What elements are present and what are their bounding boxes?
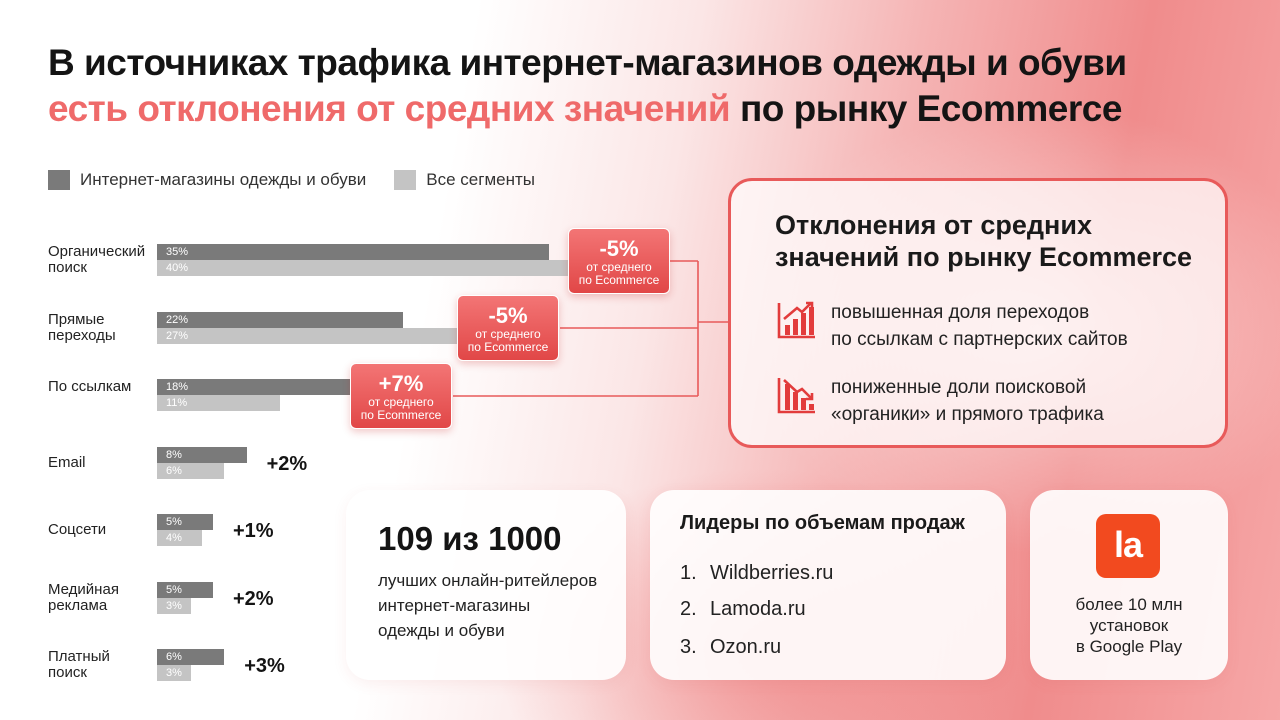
delta-label-5: +1%: [233, 520, 274, 542]
page-title: В источниках трафика интернет-магазинов …: [48, 40, 1127, 132]
leader-item-2: 2. Lamoda.ru: [680, 598, 806, 621]
deviation-item-down-line-1: пониженные доли поисковой: [831, 377, 1087, 398]
bar-value-all-7: 3%: [166, 667, 182, 679]
deviation-item-down: пониженные доли поисковой «органики» и п…: [775, 374, 1104, 428]
category-label-3: По ссылкам: [48, 378, 132, 395]
bar-clothing-3: [157, 379, 359, 395]
leader-name-1: Wildberries.ru: [710, 562, 834, 584]
callout-links-caption-1: от среднего: [368, 395, 434, 409]
category-label-6: Медийная реклама: [48, 580, 119, 614]
app-installs-line-2: установок: [1089, 616, 1169, 635]
leader-item-3: 3. Ozon.ru: [680, 636, 781, 659]
deviation-panel: Отклонения от средних значений по рынку …: [728, 178, 1228, 448]
deviation-item-up-text: повышенная доля переходов по ссылкам с п…: [831, 299, 1128, 353]
leader-name-3: Ozon.ru: [710, 636, 782, 658]
legend-label-all: Все сегменты: [426, 170, 535, 189]
bar-value-clothing-1: 35%: [166, 246, 189, 258]
legend-label-clothing: Интернет-магазины одежды и обуви: [80, 170, 367, 189]
title-highlight: есть отклонения от средних значений: [48, 88, 731, 129]
callout-organic: -5% от среднего по Ecommerce: [568, 228, 670, 294]
deviation-item-down-line-2: «органики» и прямого трафика: [831, 404, 1104, 425]
leader-num-2: 2.: [680, 598, 697, 620]
bar-value-clothing-7: 6%: [166, 651, 182, 663]
title-line-1: В источниках трафика интернет-магазинов …: [48, 42, 1127, 83]
callout-organic-value: -5%: [599, 236, 639, 261]
callout-direct-caption-1: от среднего: [475, 327, 541, 341]
leader-item-1: 1. Wildberries.ru: [680, 562, 833, 585]
deviation-panel-title: Отклонения от средних значений по рынку …: [775, 210, 1193, 272]
category-label-1: Органический поиск: [48, 243, 146, 276]
legend-item-all: Все сегменты: [394, 170, 535, 190]
deviation-item-up-line-1: повышенная доля переходов: [831, 302, 1090, 323]
deviation-item-down-text: пониженные доли поисковой «органики» и п…: [831, 374, 1104, 428]
bar-clothing-2: [157, 311, 404, 328]
bar-all-5: [157, 530, 202, 546]
app-installs-line-3: в Google Play: [1075, 637, 1183, 656]
rank-description-line-2: интернет-магазины: [378, 596, 531, 615]
bar-all-1: [157, 260, 605, 276]
leader-name-2: Lamoda.ru: [710, 598, 806, 620]
bar-value-all-6: 3%: [166, 599, 182, 612]
legend-swatch-clothing: [48, 170, 70, 190]
rank-description-line-3: одежды и обуви: [378, 621, 505, 640]
bar-value-all-4: 6%: [166, 464, 182, 477]
bar-value-all-3: 11%: [166, 397, 188, 409]
chart-down-icon: [777, 378, 815, 414]
delta-label-6: +2%: [233, 587, 274, 610]
callout-links-value: +7%: [378, 371, 424, 396]
category-label-7: Платный поиск: [48, 648, 110, 681]
bar-all-2: [157, 327, 460, 344]
leader-num-1: 1.: [680, 562, 697, 584]
bar-value-clothing-2: 22%: [166, 313, 189, 326]
bar-clothing-4: [157, 446, 247, 463]
callout-direct-caption-2: по Ecommerce: [467, 340, 549, 354]
legend-swatch-all: [394, 170, 417, 190]
bar-all-3: [157, 395, 281, 411]
bar-value-all-2: 27%: [166, 329, 189, 342]
deviation-item-up-line-2: по ссылкам с партнерских сайтов: [831, 329, 1128, 350]
bar-all-6: [157, 597, 191, 614]
category-label-5: Соцсети: [48, 521, 107, 538]
rank-card: 109 из 1000 лучших онлайн-ритейлеров инт…: [346, 490, 626, 680]
callout-links-caption-2: по Ecommerce: [360, 408, 442, 422]
leaders-card: Лидеры по объемам продаж 1. Wildberries.r…: [650, 490, 1006, 680]
leaders-title: Лидеры по объемам продаж: [680, 512, 965, 534]
bar-value-all-1: 40%: [166, 262, 189, 274]
chart-legend: Интернет-магазины одежды и обуви Все сег…: [48, 170, 563, 190]
delta-label-4: +2%: [266, 452, 308, 475]
bar-clothing-7: [157, 649, 225, 665]
callout-direct-value: -5%: [488, 303, 528, 328]
bar-all-4: [157, 462, 225, 479]
bar-clothing-1: [157, 244, 549, 260]
app-card: la более 10 млн установок в Google Play: [1030, 490, 1228, 680]
title-line-2: есть отклонения от средних значений по р…: [48, 86, 1127, 132]
bar-clothing-6: [157, 581, 213, 598]
title-rest: по рынку Ecommerce: [730, 88, 1122, 129]
callout-direct: -5% от среднего по Ecommerce: [457, 295, 559, 361]
category-label-4: Email: [48, 453, 86, 471]
bar-all-7: [157, 665, 191, 681]
bar-value-clothing-3: 18%: [166, 381, 189, 393]
callout-links: +7% от среднего по Ecommerce: [350, 363, 452, 429]
legend-item-clothing: Интернет-магазины одежды и обуви: [48, 170, 366, 190]
app-installs-line-1: более 10 млн: [1075, 595, 1183, 614]
chart-up-icon: [777, 301, 815, 339]
rank-description: лучших онлайн-ритейлеров интернет-магази…: [378, 568, 618, 643]
leader-num-3: 3.: [680, 636, 697, 658]
rank-value: 109 из 1000: [378, 520, 562, 557]
callout-organic-caption-2: по Ecommerce: [578, 273, 660, 287]
rank-description-line-1: лучших онлайн-ритейлеров: [378, 571, 598, 590]
bar-clothing-5: [157, 514, 213, 530]
category-label-2: Прямые переходы: [48, 310, 116, 344]
delta-label-7: +3%: [244, 655, 285, 677]
app-installs-text: более 10 млн установок в Google Play: [1030, 594, 1228, 657]
callout-organic-caption-1: от среднего: [586, 260, 652, 274]
bar-value-clothing-4: 8%: [166, 448, 182, 461]
lamoda-logo: la: [1096, 514, 1160, 578]
bar-value-clothing-5: 5%: [166, 516, 182, 528]
bar-value-clothing-6: 5%: [166, 583, 182, 596]
deviation-item-up: повышенная доля переходов по ссылкам с п…: [775, 299, 1128, 353]
bar-value-all-5: 4%: [166, 532, 182, 544]
